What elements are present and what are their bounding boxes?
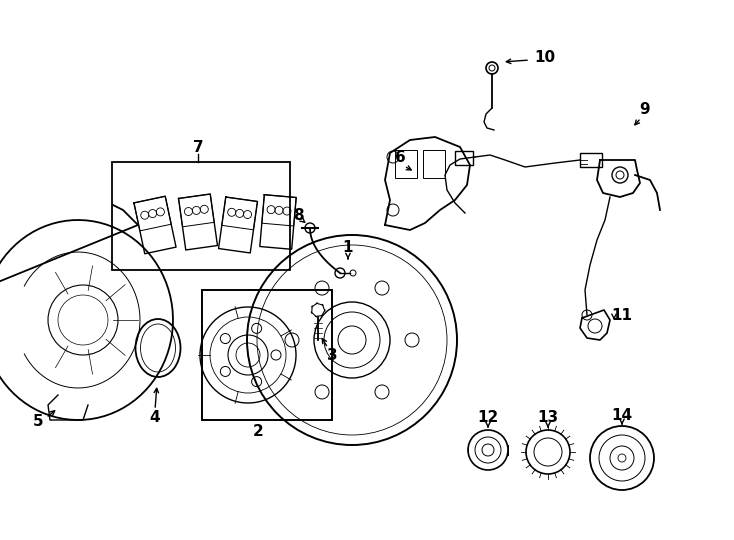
Bar <box>112 162 290 270</box>
Text: 6: 6 <box>395 151 405 165</box>
Bar <box>423 150 445 178</box>
Text: 1: 1 <box>343 240 353 255</box>
Bar <box>395 150 417 178</box>
Bar <box>455 151 473 165</box>
Text: 2: 2 <box>252 424 264 440</box>
Bar <box>580 153 602 167</box>
Text: 13: 13 <box>537 410 559 426</box>
Text: 9: 9 <box>640 103 650 118</box>
Text: 7: 7 <box>193 140 203 156</box>
Text: 11: 11 <box>611 308 633 323</box>
Text: 8: 8 <box>293 207 303 222</box>
Bar <box>202 290 332 420</box>
Text: 5: 5 <box>33 415 43 429</box>
Text: 12: 12 <box>477 410 498 426</box>
Text: 4: 4 <box>150 410 160 426</box>
Text: 3: 3 <box>327 348 338 362</box>
Text: 10: 10 <box>534 51 556 65</box>
Text: 14: 14 <box>611 408 633 422</box>
